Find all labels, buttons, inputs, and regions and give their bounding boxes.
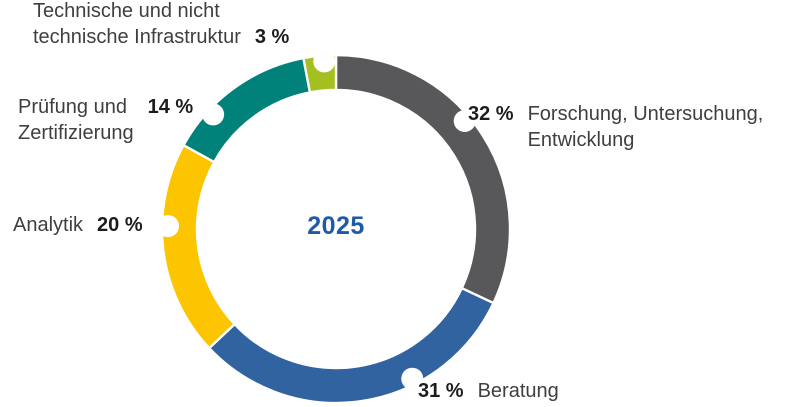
- segment-name: Beratung: [477, 380, 559, 402]
- segment-value: 14 %: [147, 96, 194, 118]
- segment-label-beratung: 31 % Beratung: [418, 378, 559, 404]
- label-notch-1: [401, 367, 424, 390]
- segment-label-pruefung: Prüfung und Zertifizierung 14 %: [18, 94, 193, 146]
- donut-segment-0: [334, 53, 512, 305]
- label-notch-3: [202, 103, 225, 126]
- segment-name: Prüfung und Zertifizierung: [18, 96, 134, 144]
- label-notch-0: [453, 110, 476, 133]
- segment-label-analytik: Analytik 20 %: [13, 212, 143, 238]
- donut-segment-3: [182, 56, 312, 164]
- segment-name: Forschung, Untersuchung, Entwicklung: [527, 103, 764, 151]
- segment-value: 31 %: [418, 380, 464, 402]
- label-notch-2: [157, 215, 180, 238]
- center-year-label: 2025: [307, 212, 365, 240]
- segment-label-forschung: 32 % Forschung, Untersuchung, Entwicklun…: [468, 101, 763, 153]
- segment-value: 20 %: [97, 214, 143, 236]
- label-notch-4: [313, 50, 336, 73]
- donut-segment-2: [160, 143, 236, 350]
- segment-label-infrastruktur: Technische und nicht technische Infrastr…: [33, 0, 289, 50]
- segment-value: 32 %: [468, 103, 514, 125]
- segment-value: 3 %: [254, 26, 290, 48]
- segment-name: Analytik: [13, 214, 84, 236]
- segment-name: Technische und nicht technische Infrastr…: [33, 0, 241, 48]
